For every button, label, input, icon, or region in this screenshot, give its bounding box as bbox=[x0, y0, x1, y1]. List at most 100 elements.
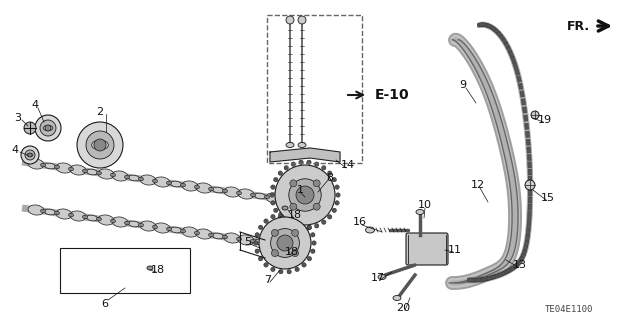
Bar bbox=[482, 23, 488, 27]
Ellipse shape bbox=[70, 165, 86, 175]
Bar bbox=[267, 15, 362, 163]
Ellipse shape bbox=[238, 189, 254, 199]
Ellipse shape bbox=[54, 211, 60, 215]
Ellipse shape bbox=[266, 239, 282, 249]
Bar bbox=[472, 278, 478, 282]
Ellipse shape bbox=[264, 241, 269, 245]
Ellipse shape bbox=[378, 275, 386, 279]
Circle shape bbox=[310, 233, 315, 237]
Circle shape bbox=[259, 225, 263, 230]
Circle shape bbox=[291, 224, 296, 228]
Bar bbox=[525, 131, 529, 137]
Circle shape bbox=[286, 16, 294, 24]
Ellipse shape bbox=[92, 140, 108, 150]
Bar bbox=[528, 197, 532, 203]
Circle shape bbox=[94, 139, 106, 151]
Circle shape bbox=[328, 215, 332, 219]
Ellipse shape bbox=[147, 266, 153, 270]
Circle shape bbox=[273, 208, 278, 212]
Circle shape bbox=[271, 201, 275, 205]
Text: 11: 11 bbox=[448, 245, 462, 255]
Text: 13: 13 bbox=[513, 260, 527, 270]
Ellipse shape bbox=[111, 219, 115, 223]
Ellipse shape bbox=[238, 235, 254, 245]
Bar bbox=[518, 256, 524, 263]
Bar bbox=[528, 176, 532, 182]
Circle shape bbox=[328, 171, 332, 175]
Bar bbox=[528, 183, 532, 189]
Ellipse shape bbox=[365, 227, 374, 233]
Circle shape bbox=[307, 225, 312, 230]
Ellipse shape bbox=[393, 295, 401, 300]
Text: 19: 19 bbox=[538, 115, 552, 125]
Circle shape bbox=[299, 226, 303, 230]
Bar bbox=[489, 275, 495, 280]
Circle shape bbox=[278, 215, 282, 219]
Bar bbox=[504, 42, 510, 49]
Ellipse shape bbox=[68, 213, 74, 217]
Ellipse shape bbox=[56, 163, 72, 173]
Circle shape bbox=[525, 180, 535, 190]
Circle shape bbox=[287, 212, 291, 217]
Text: 20: 20 bbox=[396, 303, 410, 313]
Ellipse shape bbox=[166, 181, 172, 185]
Circle shape bbox=[321, 220, 326, 224]
Circle shape bbox=[284, 166, 289, 170]
Ellipse shape bbox=[54, 165, 60, 169]
Ellipse shape bbox=[40, 209, 45, 213]
Bar bbox=[528, 190, 532, 196]
Ellipse shape bbox=[212, 233, 223, 239]
Bar bbox=[479, 277, 486, 282]
Circle shape bbox=[284, 220, 289, 224]
Ellipse shape bbox=[44, 163, 56, 169]
Circle shape bbox=[278, 212, 283, 217]
Ellipse shape bbox=[40, 163, 45, 167]
Bar bbox=[501, 270, 508, 276]
Bar bbox=[518, 83, 523, 90]
Bar bbox=[492, 26, 498, 33]
Circle shape bbox=[335, 201, 339, 205]
Bar bbox=[514, 261, 521, 268]
Ellipse shape bbox=[250, 239, 255, 243]
Text: TE04E1100: TE04E1100 bbox=[545, 306, 593, 315]
Ellipse shape bbox=[44, 209, 56, 215]
Circle shape bbox=[271, 267, 275, 271]
Ellipse shape bbox=[237, 191, 241, 195]
Text: FR.: FR. bbox=[567, 19, 590, 33]
Bar bbox=[527, 217, 531, 224]
Ellipse shape bbox=[68, 167, 74, 171]
Circle shape bbox=[290, 203, 297, 210]
Circle shape bbox=[299, 160, 303, 164]
Circle shape bbox=[25, 150, 35, 160]
Circle shape bbox=[312, 241, 316, 245]
Bar bbox=[486, 24, 493, 29]
Bar bbox=[516, 76, 522, 82]
Ellipse shape bbox=[112, 217, 128, 227]
Bar bbox=[513, 63, 518, 69]
Text: 1: 1 bbox=[296, 185, 303, 195]
Bar bbox=[493, 273, 500, 278]
Bar bbox=[499, 34, 506, 41]
Bar bbox=[467, 278, 474, 282]
Text: 18: 18 bbox=[285, 247, 299, 257]
Bar bbox=[524, 115, 528, 121]
Bar bbox=[526, 230, 530, 236]
Ellipse shape bbox=[286, 143, 294, 147]
Circle shape bbox=[45, 125, 51, 131]
Circle shape bbox=[302, 263, 306, 267]
Ellipse shape bbox=[180, 229, 186, 233]
Bar bbox=[494, 29, 500, 35]
Ellipse shape bbox=[212, 187, 223, 193]
Text: 8: 8 bbox=[326, 173, 333, 183]
Bar bbox=[527, 154, 531, 160]
Ellipse shape bbox=[195, 185, 200, 189]
Ellipse shape bbox=[112, 171, 128, 181]
Circle shape bbox=[278, 171, 282, 175]
Ellipse shape bbox=[266, 193, 282, 203]
Ellipse shape bbox=[97, 217, 102, 221]
Ellipse shape bbox=[166, 227, 172, 231]
Circle shape bbox=[310, 249, 315, 253]
Bar bbox=[527, 147, 531, 153]
Circle shape bbox=[264, 219, 268, 223]
Circle shape bbox=[271, 229, 300, 257]
